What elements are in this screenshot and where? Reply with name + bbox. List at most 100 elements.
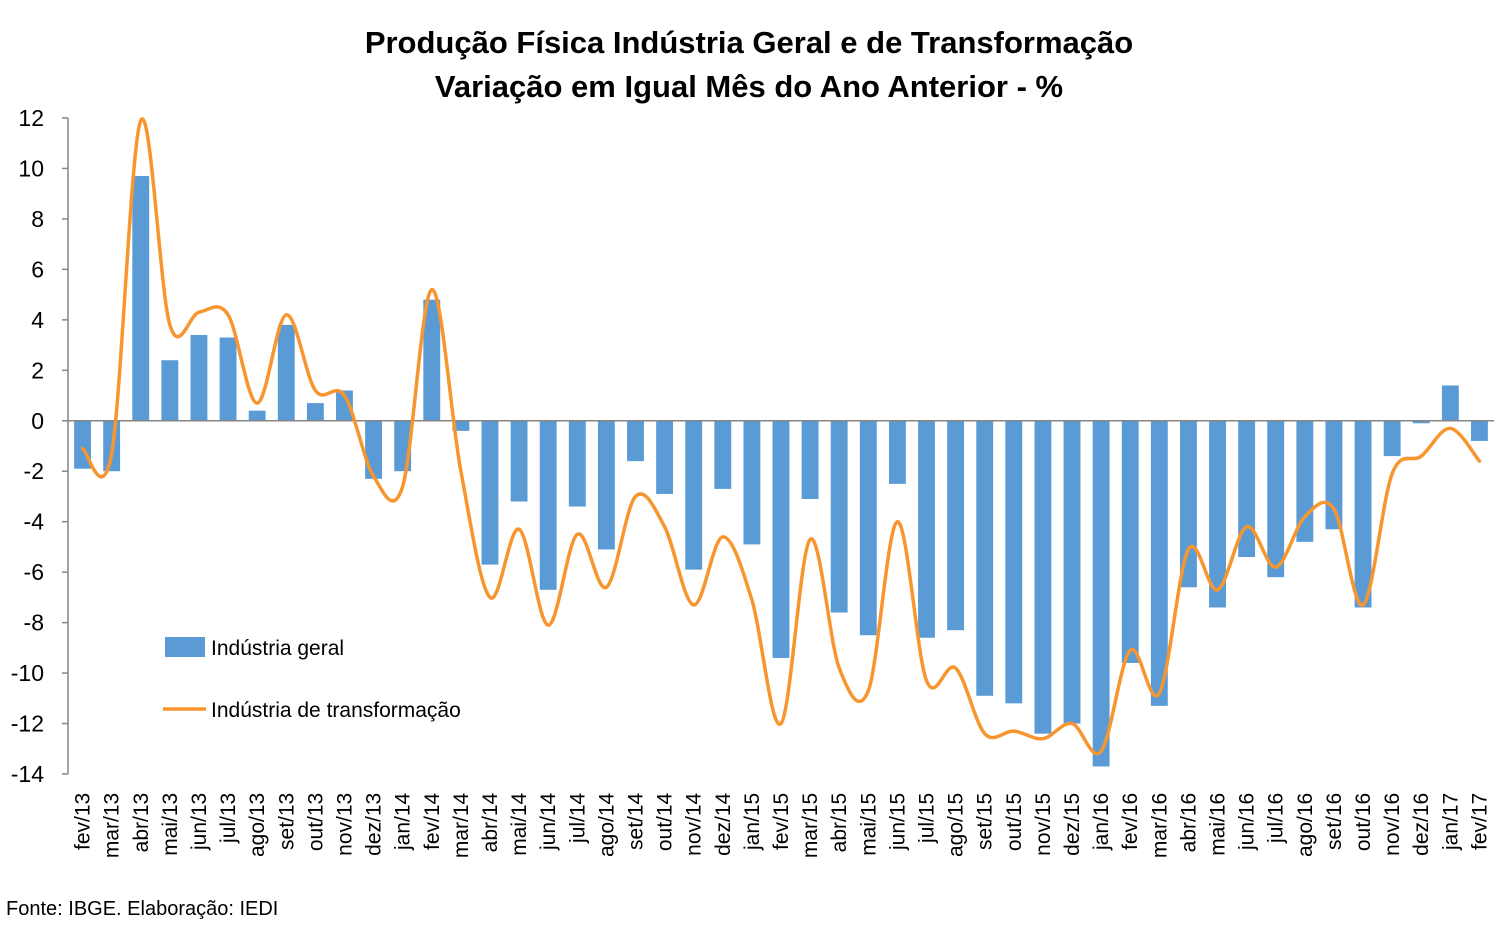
bar — [627, 420, 644, 462]
chart-title: Produção Física Indústria Geral e de Tra… — [365, 25, 1133, 60]
x-tick-label: fev/15 — [770, 793, 793, 850]
bar — [306, 403, 324, 421]
bar — [1471, 420, 1488, 441]
bar — [888, 420, 906, 484]
x-tick-label: jan/14 — [392, 792, 415, 851]
x-tick-label: nov/15 — [1032, 793, 1055, 856]
bar — [1034, 420, 1052, 734]
x-tick-label: ago/15 — [945, 793, 968, 857]
y-tick-label: -4 — [24, 509, 45, 535]
bar — [510, 420, 528, 502]
x-tick-label: abr/13 — [130, 793, 153, 853]
x-tick-label: fev/13 — [72, 793, 95, 850]
x-tick-label: mar/15 — [799, 793, 822, 858]
bar — [452, 420, 470, 431]
bar — [1121, 420, 1139, 663]
bar — [772, 420, 790, 658]
bar — [277, 324, 295, 421]
bar — [1267, 420, 1285, 578]
x-tick-label: out/14 — [654, 792, 677, 851]
bar — [714, 420, 732, 489]
chart-subtitle: Variação em Igual Mês do Ano Anterior - … — [435, 69, 1063, 104]
x-tick-label: set/13 — [275, 793, 298, 850]
bar — [1092, 420, 1110, 767]
x-tick-label: abr/14 — [479, 792, 502, 852]
bar — [248, 410, 266, 421]
x-tick-label: nov/14 — [683, 792, 706, 855]
legend-label-industria-transformacao: Indústria de transformação — [211, 699, 461, 722]
legend-label-industria-geral: Indústria geral — [211, 637, 344, 660]
x-tick-label: mar/16 — [1148, 793, 1171, 858]
x-tick-label: jan/17 — [1439, 793, 1462, 851]
bar-series-industria-geral — [74, 176, 1488, 767]
y-tick-label: 8 — [31, 206, 44, 232]
x-tick-label: abr/16 — [1177, 793, 1200, 853]
y-tick-label: -14 — [11, 761, 44, 787]
bar — [976, 420, 994, 696]
x-tick-label: jul/15 — [916, 793, 939, 844]
y-tick-label: -6 — [24, 559, 44, 585]
bar — [1209, 420, 1226, 608]
bar — [1063, 420, 1081, 724]
bar — [1238, 420, 1256, 558]
y-tick-label: -12 — [11, 711, 44, 737]
x-tick-label: set/15 — [974, 793, 997, 850]
source-note: Fonte: IBGE. Elaboração: IEDI — [6, 898, 279, 920]
bar — [423, 299, 441, 421]
x-tick-label: jul/13 — [217, 793, 240, 844]
x-tick-label: jun/15 — [886, 793, 909, 851]
x-tick-label: dez/15 — [1061, 793, 1084, 856]
x-tick-label: mai/14 — [508, 792, 531, 855]
x-tick-label: jan/15 — [741, 793, 764, 851]
y-tick-label: 10 — [18, 155, 44, 181]
bar — [481, 420, 499, 565]
x-tick-label: jan/16 — [1090, 793, 1113, 851]
x-tick-label: mai/13 — [159, 793, 182, 856]
x-tick-label: set/14 — [624, 792, 647, 850]
y-tick-label: -2 — [24, 458, 44, 484]
bar — [801, 420, 819, 499]
bar — [1441, 385, 1459, 421]
x-tick-label: fev/17 — [1468, 793, 1491, 850]
y-tick-label: 12 — [18, 105, 44, 131]
x-tick-label: jun/13 — [188, 793, 211, 851]
y-tick-label: -8 — [24, 610, 44, 636]
bar — [743, 420, 761, 545]
bar — [685, 420, 703, 570]
x-tick-label: mar/14 — [450, 792, 473, 858]
y-tick-label: 4 — [31, 307, 44, 333]
x-tick-label: jun/16 — [1236, 793, 1259, 851]
bar — [336, 390, 353, 421]
x-tick-label: abr/15 — [828, 793, 851, 853]
x-tick-label: out/13 — [304, 793, 327, 851]
x-tick-label: dez/13 — [363, 793, 386, 856]
bar — [859, 420, 877, 636]
bar — [161, 360, 179, 421]
x-tick-label: set/16 — [1323, 793, 1346, 850]
x-tick-label: ago/14 — [595, 792, 618, 857]
bar — [1150, 420, 1168, 706]
y-axis-ticks: 12 10 8 6 4 2 0 -2 -4 -6 -8 -10 -12 -14 — [11, 105, 68, 787]
x-tick-label: ago/13 — [246, 793, 269, 857]
bar — [918, 420, 935, 638]
x-tick-label: fev/16 — [1119, 793, 1142, 850]
x-tick-label: out/16 — [1352, 793, 1375, 851]
x-tick-label: out/15 — [1003, 793, 1026, 851]
x-tick-label: mai/15 — [857, 793, 880, 856]
legend-swatch-industria-geral — [165, 637, 205, 657]
bar — [1412, 420, 1430, 424]
x-tick-label: mar/13 — [101, 793, 124, 858]
bar — [597, 420, 615, 550]
bar — [1325, 420, 1343, 530]
x-tick-label: dez/16 — [1410, 793, 1433, 856]
line-series-industria-transformacao — [80, 117, 1482, 756]
bar — [947, 420, 965, 631]
x-axis-ticks: fev/13 mar/13 abr/13 mai/13 jun/13 jul/13 ago/… — [72, 792, 1492, 858]
y-tick-label: -10 — [11, 660, 44, 686]
x-tick-label: jul/16 — [1265, 793, 1288, 844]
x-tick-label: dez/14 — [712, 792, 735, 855]
x-tick-label: jul/14 — [566, 792, 589, 844]
bar — [656, 420, 674, 494]
legend: Indústria geral Indústria de transformaç… — [163, 637, 461, 722]
